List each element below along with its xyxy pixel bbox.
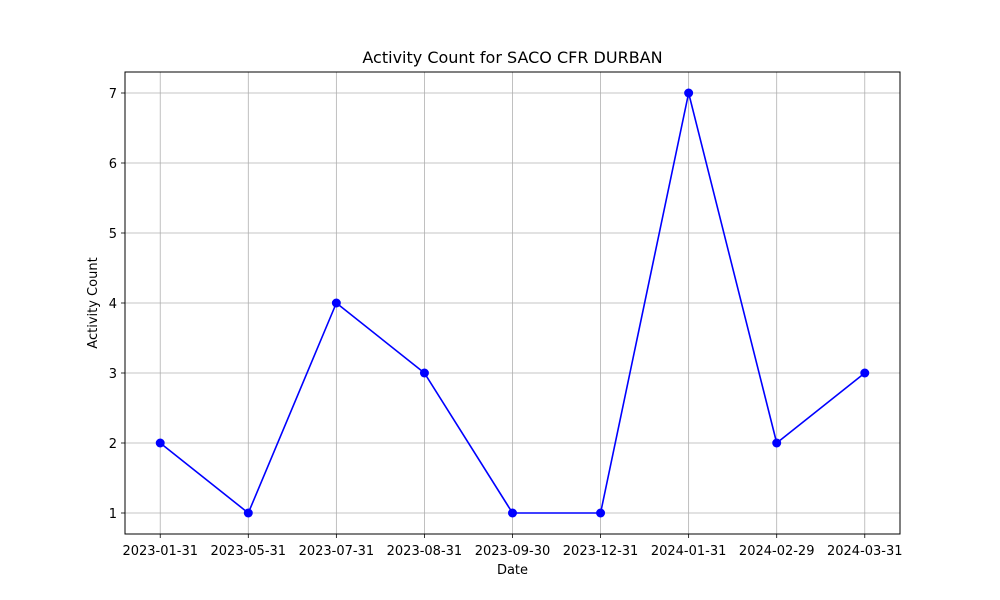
- data-point: [419, 368, 429, 378]
- grid: [125, 72, 900, 534]
- data-point: [155, 438, 165, 448]
- y-tick-label: 2: [109, 437, 117, 452]
- data-point: [772, 438, 782, 448]
- y-tick-label: 7: [109, 87, 117, 102]
- data-point: [243, 508, 253, 518]
- data-point: [331, 298, 341, 308]
- plot-frame: [124, 71, 901, 535]
- y-tick-label: 6: [109, 157, 117, 172]
- x-axis-title: Date: [497, 563, 528, 578]
- chart-title: Activity Count for SACO CFR DURBAN: [362, 48, 662, 67]
- x-tick-label: 2023-12-31: [563, 544, 639, 559]
- x-tick-label: 2024-01-31: [651, 544, 727, 559]
- y-tick-label: 1: [109, 507, 117, 522]
- y-tick-label: 4: [109, 297, 117, 312]
- x-tick-label: 2023-09-30: [475, 544, 551, 559]
- data-point: [684, 88, 694, 98]
- series: [155, 88, 870, 518]
- x-tick-label: 2023-01-31: [122, 544, 198, 559]
- y-tick-label: 3: [109, 367, 117, 382]
- x-tick-label: 2023-08-31: [387, 544, 463, 559]
- x-tick-label: 2024-03-31: [827, 544, 903, 559]
- y-axis-title: Activity Count: [86, 257, 101, 348]
- x-tick-label: 2024-02-29: [739, 544, 815, 559]
- data-point: [508, 508, 517, 518]
- x-tick-label: 2023-05-31: [211, 544, 287, 559]
- data-point: [596, 508, 606, 518]
- ticks: 2023-01-31 2023-05-31 2023-07-31 2023-08-31…: [109, 87, 903, 559]
- data-point: [860, 368, 870, 378]
- x-tick-label: 2023-07-31: [299, 544, 375, 559]
- y-tick-label: 5: [109, 227, 117, 242]
